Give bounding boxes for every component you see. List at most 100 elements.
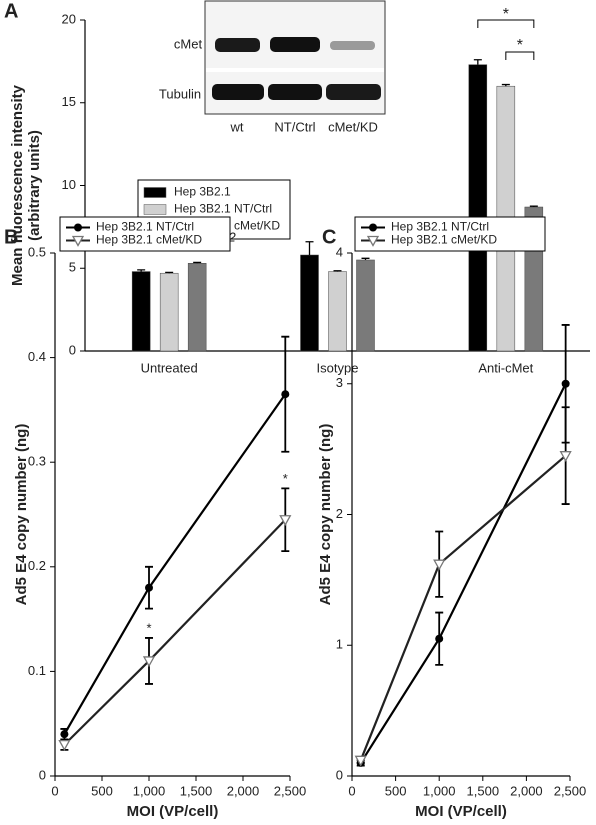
marker bbox=[369, 223, 377, 232]
y-tick-label: 1 bbox=[336, 637, 343, 652]
y-tick-label: 15 bbox=[62, 94, 76, 109]
marker bbox=[559, 451, 572, 463]
annotation: * bbox=[146, 620, 151, 635]
bar bbox=[131, 271, 151, 352]
x-axis-title: MOI (VP/cell) bbox=[127, 803, 219, 820]
y-tick-label: 0.4 bbox=[28, 349, 46, 364]
legend-label: Hep 3B2.1 bbox=[174, 185, 231, 199]
marker bbox=[74, 223, 82, 232]
marker bbox=[279, 515, 292, 527]
y-axis-title: Ad5 E4 copy number (ng) bbox=[13, 424, 30, 606]
y-tick-label: 0.1 bbox=[28, 663, 46, 678]
marker bbox=[145, 583, 153, 592]
y-axis-title: Mean fluorescence intensity bbox=[9, 84, 26, 286]
y-axis-title: Ad5 E4 copy number (ng) bbox=[317, 424, 334, 606]
y-tick-label: 0.5 bbox=[28, 244, 46, 259]
marker bbox=[561, 379, 570, 388]
legend-frame bbox=[59, 216, 231, 252]
x-tick-label: 1,500 bbox=[467, 783, 500, 798]
x-tick-label: 2,500 bbox=[274, 783, 307, 798]
x-tick-label: 1,000 bbox=[133, 783, 166, 798]
bar bbox=[187, 263, 207, 352]
y-tick-label: 0 bbox=[336, 767, 343, 782]
error-bar bbox=[501, 83, 510, 87]
x-tick-label: 0 bbox=[51, 783, 58, 798]
x-tick-label: 500 bbox=[91, 783, 113, 798]
x-tick-label: 1,000 bbox=[423, 783, 456, 798]
x-tick-label: Anti-cMet bbox=[478, 360, 533, 375]
y-tick-label: 0.2 bbox=[28, 558, 46, 573]
marker bbox=[58, 739, 71, 751]
error-bar bbox=[333, 270, 342, 272]
marker bbox=[142, 656, 156, 668]
marker bbox=[281, 390, 290, 399]
error-bar bbox=[361, 257, 370, 260]
series-line bbox=[63, 393, 287, 735]
legend-label: Hep 3B2.1 NT/Ctrl bbox=[96, 220, 194, 234]
error-bar bbox=[305, 241, 314, 256]
inset-row-label: Tubulin bbox=[159, 86, 201, 101]
bracket bbox=[505, 51, 535, 60]
series-line bbox=[63, 518, 287, 746]
error-bar bbox=[137, 269, 146, 272]
x-tick-label: Isotype bbox=[317, 360, 359, 375]
bracket bbox=[477, 19, 535, 28]
annotation: * bbox=[283, 471, 288, 486]
bar bbox=[300, 254, 319, 352]
bar bbox=[159, 272, 179, 352]
legend-swatch bbox=[143, 204, 167, 215]
panel-label: C bbox=[322, 226, 336, 248]
annotation: * bbox=[503, 6, 509, 23]
inset-row-label: cMet bbox=[174, 36, 203, 51]
legend-label: Hep 3B2.1 cMet/KD bbox=[391, 233, 497, 247]
marker bbox=[433, 559, 446, 571]
x-tick-label: 2,500 bbox=[554, 783, 587, 798]
x-tick-label: 1,500 bbox=[180, 783, 213, 798]
blot-inset bbox=[204, 0, 386, 115]
error-bar bbox=[473, 59, 482, 65]
y-axis-title: (arbitrary units) bbox=[26, 130, 43, 241]
blot-band bbox=[215, 38, 260, 52]
x-tick-label: 0 bbox=[348, 783, 355, 798]
error-bar bbox=[165, 271, 174, 274]
legend-frame bbox=[354, 216, 546, 252]
marker bbox=[71, 235, 85, 247]
inset-lane-label: cMet/KD bbox=[328, 119, 378, 134]
x-tick-label: 2,000 bbox=[227, 783, 260, 798]
blot-band bbox=[326, 84, 381, 100]
blot-band bbox=[330, 41, 375, 50]
y-tick-label: 3 bbox=[336, 375, 343, 390]
y-tick-label: 5 bbox=[69, 260, 76, 275]
x-tick-label: 500 bbox=[385, 783, 407, 798]
panel-label: B bbox=[4, 226, 18, 248]
inset-lane-label: NT/Ctrl bbox=[274, 119, 315, 134]
marker bbox=[435, 634, 444, 643]
y-tick-label: 2 bbox=[336, 506, 343, 521]
marker bbox=[60, 730, 69, 739]
legend-label: Hep 3B2.1 NT/Ctrl bbox=[174, 202, 272, 216]
x-tick-label: Untreated bbox=[141, 360, 198, 375]
y-tick-label: 0.3 bbox=[28, 454, 46, 469]
legend-swatch bbox=[143, 187, 167, 198]
bar bbox=[328, 271, 347, 352]
y-tick-label: 20 bbox=[62, 11, 76, 26]
x-tick-label: 2,000 bbox=[510, 783, 543, 798]
legend-label: Hep 3B2.1 NT/Ctrl bbox=[391, 220, 489, 234]
inset-lane-label: wt bbox=[230, 119, 244, 134]
marker bbox=[354, 755, 367, 767]
y-tick-label: 10 bbox=[62, 177, 76, 192]
annotation: * bbox=[517, 37, 523, 54]
bar bbox=[468, 64, 488, 352]
legend-label: Hep 3B2.1 cMet/KD bbox=[96, 233, 202, 247]
chart-B: B 0 0.1 0.2 0.3 0.4 0.5 Ad5 E4 copy number (ng)… bbox=[4, 216, 307, 820]
y-tick-label: 4 bbox=[336, 244, 343, 259]
panel-label: A bbox=[4, 0, 18, 22]
blot-band bbox=[268, 84, 322, 100]
bar bbox=[356, 259, 375, 352]
series-line bbox=[359, 383, 567, 764]
